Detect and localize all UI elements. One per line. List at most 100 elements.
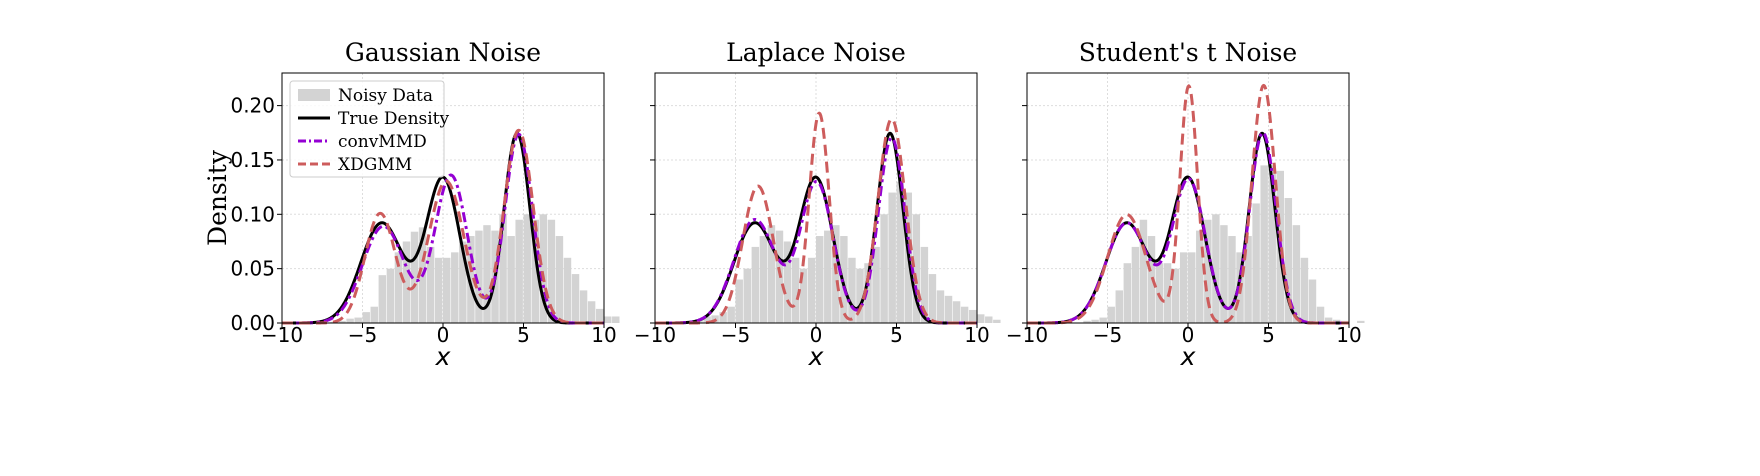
series-line-xdgmm	[654, 111, 978, 325]
histogram-bar	[434, 257, 443, 323]
x-tick-label: 0	[1182, 323, 1195, 347]
legend-box	[289, 80, 445, 178]
histogram-bar	[579, 290, 588, 323]
histogram-bar	[1292, 225, 1301, 323]
histogram-bar	[467, 236, 475, 323]
histogram-bar	[1139, 219, 1148, 323]
histogram-bar	[880, 214, 888, 323]
histogram-bar	[539, 214, 548, 323]
x-tick-label: 0	[810, 323, 823, 347]
histogram-bar	[952, 301, 961, 323]
histogram-bar	[547, 219, 556, 323]
histogram-bar	[751, 246, 760, 323]
series-line-xdgmm	[281, 128, 605, 325]
histogram-bar	[912, 214, 921, 323]
histogram-bar	[977, 314, 985, 323]
series-line-xdgmm	[1026, 83, 1350, 325]
histogram-bar	[1091, 319, 1099, 323]
series-line-convmmd	[1026, 131, 1350, 325]
histogram-bar	[816, 236, 824, 323]
x-axis-label: x	[435, 342, 451, 371]
histogram-bar	[864, 263, 872, 323]
histogram-bar	[507, 236, 515, 323]
histogram-bar	[555, 236, 564, 323]
histogram-bar	[378, 275, 387, 323]
histogram-bar	[928, 274, 937, 323]
histogram-bar	[1204, 219, 1212, 323]
panel-title: Student's t Noise	[1079, 38, 1297, 67]
histogram-bar	[1252, 203, 1260, 323]
histogram-bar	[1316, 306, 1325, 323]
histogram-bar	[985, 316, 993, 323]
histogram-bar	[483, 225, 491, 323]
histogram-bar	[595, 308, 604, 323]
series-line-convmmd	[281, 132, 605, 325]
histogram-bar	[410, 231, 419, 323]
histogram-bar	[968, 309, 977, 323]
histogram-bar	[856, 268, 864, 323]
panel-title: Laplace Noise	[726, 38, 906, 67]
x-tick-label: 10	[964, 323, 989, 347]
histogram-bar	[563, 257, 572, 323]
histogram-bar	[719, 312, 727, 323]
x-tick-label: 5	[890, 323, 903, 347]
histogram-bar	[515, 219, 523, 323]
histogram-bar	[1196, 230, 1204, 323]
histogram-bar	[459, 241, 467, 323]
histogram-bar	[767, 225, 776, 323]
histogram-bar	[1171, 268, 1180, 323]
x-axis-label: x	[1180, 342, 1196, 371]
histogram-bar	[791, 257, 800, 323]
legend-label-noisy-data: Noisy Data	[338, 86, 433, 106]
y-tick-label: 0.05	[230, 257, 275, 281]
series-line-convmmd	[654, 136, 978, 325]
histogram-bar	[370, 306, 378, 323]
x-tick-label: 0	[437, 323, 450, 347]
x-tick-label: −10	[1006, 323, 1048, 347]
histogram-bar	[944, 295, 953, 323]
histogram-bar	[936, 290, 945, 323]
x-tick-label: −5	[721, 323, 750, 347]
histogram-bar	[896, 181, 904, 323]
y-tick-label: 0.15	[230, 148, 275, 172]
x-tick-label: −10	[261, 323, 303, 347]
legend-label-convmmd: convMMD	[338, 132, 427, 152]
x-tick-label: 5	[517, 323, 530, 347]
histogram-bar	[1324, 317, 1333, 323]
histogram-bar	[1228, 236, 1236, 323]
histogram-bar	[727, 306, 735, 323]
histogram-bar	[571, 274, 580, 323]
histogram-bar	[1268, 165, 1276, 323]
histogram-bar	[402, 241, 411, 323]
legend-label-true-density: True Density	[338, 109, 450, 129]
histogram-bar	[920, 246, 929, 323]
x-tick-label: 5	[1262, 323, 1275, 347]
histogram-bar	[451, 252, 459, 323]
legend-swatch-noisy-data	[298, 89, 330, 101]
histogram-bar	[1099, 317, 1107, 323]
legend-label-xdgmm: XDGMM	[338, 155, 412, 175]
histogram-bar	[783, 241, 792, 323]
histogram-bar	[1332, 319, 1341, 323]
histogram-bar	[824, 230, 832, 323]
histogram-bar	[531, 219, 539, 323]
y-tick-label: 0.10	[230, 202, 275, 226]
histogram-bar	[1179, 252, 1188, 323]
histogram-bar	[1188, 252, 1196, 323]
x-axis-label: x	[808, 342, 824, 371]
histogram-bar	[587, 301, 596, 323]
histogram-bar	[1357, 320, 1365, 323]
histogram-bar	[703, 316, 711, 323]
x-tick-label: 10	[1336, 323, 1361, 347]
y-tick-label: 0.20	[230, 94, 275, 118]
histogram-bar	[872, 246, 880, 323]
panel-laplace: −10 −5 0 5 10 Laplace Noise x	[634, 38, 1001, 371]
histogram-bar	[1244, 236, 1252, 323]
x-tick-label: −5	[348, 323, 377, 347]
histogram-bar	[394, 252, 403, 323]
histogram-bar	[475, 230, 483, 323]
histogram-bar	[604, 316, 612, 323]
histogram-bar	[840, 236, 848, 323]
histogram-bar	[735, 279, 743, 323]
